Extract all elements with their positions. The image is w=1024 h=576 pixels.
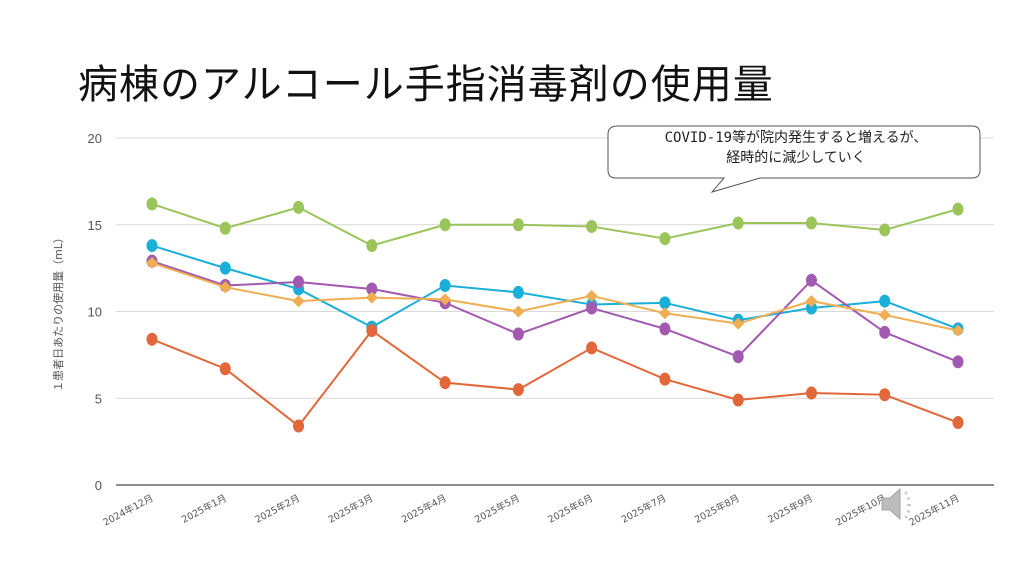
data-point: [365, 291, 378, 304]
data-point: [366, 282, 378, 296]
y-tick-label: 10: [88, 305, 102, 320]
y-axis-label: １患者日あたりの使用量（mL）: [52, 232, 65, 392]
data-point: [952, 355, 964, 369]
series-blue-line: [151, 244, 959, 330]
data-point: [293, 419, 305, 433]
data-point: [952, 416, 964, 430]
data-point: [805, 301, 817, 315]
data-point: [146, 239, 158, 253]
series-green-line: [151, 202, 959, 247]
data-point: [512, 218, 524, 232]
data-point: [146, 197, 158, 211]
data-point: [659, 232, 671, 246]
data-point: [293, 200, 305, 214]
y-tick-label: 20: [88, 131, 102, 146]
data-point: [805, 295, 818, 308]
series-red: [146, 324, 964, 433]
callout-text: COVID-19等が院内発生すると増えるが、 経時的に減少していく: [612, 128, 980, 168]
x-tick-label: 2025年7月: [619, 492, 668, 526]
data-point: [879, 294, 891, 308]
data-point: [146, 256, 158, 269]
series-group: [146, 197, 964, 433]
data-point: [146, 332, 158, 346]
data-point: [439, 278, 451, 292]
data-point: [439, 376, 451, 390]
x-tick-label: 2025年4月: [399, 492, 448, 526]
data-point: [732, 393, 744, 407]
data-point: [219, 261, 231, 275]
data-point: [585, 289, 598, 302]
series-green: [146, 197, 964, 253]
callout-line-2: 経時的に減少していく: [726, 150, 866, 166]
x-tick-label: 2024年12月: [101, 492, 155, 529]
data-point: [659, 322, 671, 336]
x-tick-label: 2025年6月: [546, 492, 595, 526]
series-purple-line: [151, 260, 959, 363]
data-point: [805, 386, 817, 400]
callout-shape: [607, 125, 981, 193]
data-point: [586, 219, 598, 233]
data-point: [732, 317, 745, 330]
x-tick-label: 2025年9月: [766, 492, 815, 526]
data-point: [439, 293, 452, 306]
data-point: [879, 325, 891, 339]
data-point: [805, 216, 817, 230]
data-point: [512, 285, 524, 299]
data-point: [952, 324, 964, 337]
data-point: [293, 275, 305, 289]
data-point: [805, 273, 817, 287]
x-tick-label: 2025年8月: [692, 492, 741, 526]
data-point: [292, 295, 305, 308]
data-point: [878, 308, 891, 321]
callout-bubble: [607, 125, 981, 193]
series-red-line: [151, 329, 959, 428]
data-point: [219, 221, 231, 235]
data-point: [732, 216, 744, 230]
x-tick-labels: 2024年12月 2025年1月 2025年2月 2025年3月 2025年4月 2025…: [101, 492, 961, 529]
speaker-icon[interactable]: [878, 484, 918, 524]
data-point: [366, 239, 378, 253]
data-point: [879, 388, 891, 402]
y-tick-label: 5: [95, 391, 102, 406]
data-point: [439, 218, 451, 232]
data-point: [659, 296, 671, 310]
data-point: [659, 372, 671, 386]
data-point: [512, 383, 524, 397]
x-tick-label: 2025年3月: [326, 492, 375, 526]
data-point: [366, 324, 378, 338]
y-tick-label: 0: [95, 478, 102, 493]
data-point: [219, 362, 231, 376]
y-tick-label: 15: [88, 218, 102, 233]
y-tick-labels: 0 5 10 15 20: [88, 131, 102, 493]
x-tick-label: 2025年1月: [180, 492, 229, 526]
x-tick-label: 2025年2月: [253, 492, 302, 526]
x-tick-label: 2025年5月: [473, 492, 522, 526]
series-yellow: [146, 256, 964, 337]
series-yellow-line: [151, 261, 959, 332]
data-point: [732, 350, 744, 364]
data-point: [586, 341, 598, 355]
data-point: [952, 202, 964, 216]
data-point: [219, 281, 232, 294]
slide-title: 病棟のアルコール手指消毒剤の使用量: [78, 62, 774, 108]
data-point: [512, 327, 524, 341]
data-point: [879, 223, 891, 237]
data-point: [512, 305, 525, 318]
data-point: [586, 301, 598, 315]
callout-line-1: COVID-19等が院内発生すると増えるが、: [664, 130, 928, 146]
data-point: [658, 307, 671, 320]
